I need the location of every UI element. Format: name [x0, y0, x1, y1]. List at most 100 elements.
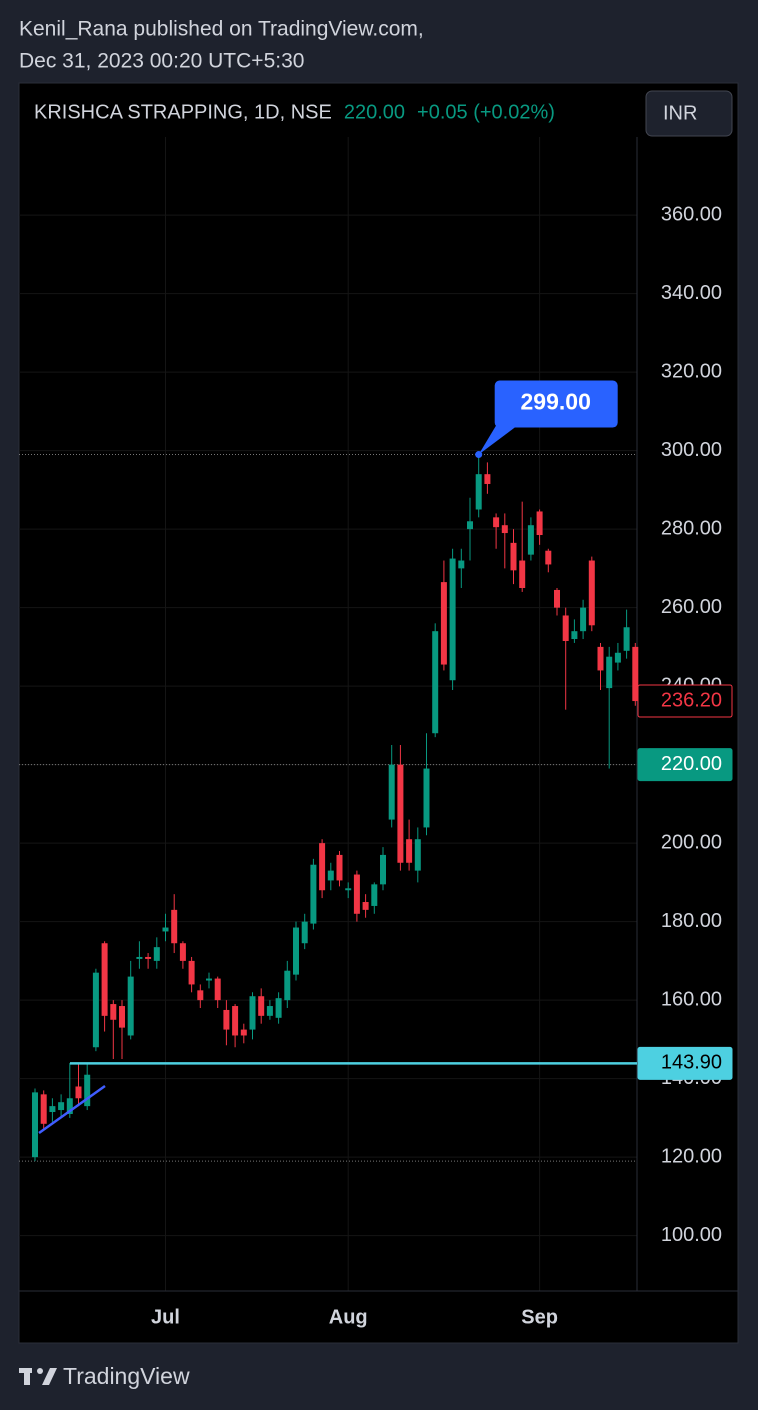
candle-body: [327, 870, 334, 881]
currency[interactable]: INR: [663, 102, 697, 124]
candle-body: [536, 511, 543, 536]
grid: [19, 137, 637, 1291]
currency-button[interactable]: [645, 90, 733, 137]
candle-body: [554, 589, 560, 608]
candle-body: [597, 646, 604, 671]
candle-body: [214, 978, 221, 1001]
candle-body: [580, 607, 587, 632]
candle-body: [240, 1029, 247, 1036]
candle-body: [345, 888, 352, 891]
plot: 299.00: [19, 380, 639, 1162]
chart-panel: [18, 82, 739, 1344]
y-tick-label: 340.00: [661, 282, 722, 304]
candle-body: [75, 1086, 82, 1099]
candle-body: [571, 631, 578, 640]
candle-body: [388, 764, 395, 820]
candle-body: [119, 1006, 125, 1028]
candle-body: [58, 1102, 65, 1111]
trend-line: [38, 1084, 106, 1135]
candle-body: [127, 976, 134, 1036]
candle-body: [458, 560, 465, 569]
candle-body: [266, 1006, 273, 1016]
candle-body: [66, 1098, 73, 1114]
footer-brand: TradingView: [63, 1363, 190, 1389]
candle-body: [371, 884, 378, 906]
candle-body: [84, 1074, 91, 1107]
horizontal-line-box: [637, 1046, 733, 1080]
candle-body: [493, 517, 500, 528]
candle-body: [223, 1009, 230, 1030]
candle-body: [467, 521, 473, 530]
candle-body: [632, 646, 639, 702]
header-change: +0.05 (+0.02%): [417, 101, 555, 123]
candle-body: [501, 525, 508, 534]
candle-body: [440, 582, 447, 665]
candle-body: [171, 909, 178, 944]
candle-body: [614, 652, 621, 663]
callout-pointer: [478, 424, 519, 455]
candle-body: [414, 839, 421, 871]
candle-body: [319, 843, 326, 891]
header-price: 220.00: [344, 101, 405, 123]
candle-body: [145, 956, 152, 959]
y-tick-label: 200.00: [661, 831, 722, 853]
candle-body: [275, 998, 282, 1018]
candle-body: [162, 927, 169, 932]
candle-body: [362, 902, 369, 910]
candle-body: [336, 854, 343, 881]
candle-body: [562, 615, 569, 641]
y-tick-label: 320.00: [661, 360, 722, 382]
candle-body: [92, 972, 99, 1048]
candle-body: [32, 1092, 38, 1158]
price-line-box: [637, 748, 733, 782]
candle-body: [49, 1106, 56, 1113]
candle-body: [232, 1006, 239, 1036]
candle-body: [606, 656, 613, 689]
candle-body: [432, 631, 439, 734]
candle-body: [40, 1094, 47, 1124]
candle-body: [527, 525, 534, 555]
publish-date: Dec 31, 2023 00:20 UTC+5:30: [19, 50, 304, 73]
candle-body: [258, 996, 265, 1016]
candle-body: [293, 927, 299, 975]
candle-body: [380, 854, 386, 885]
y-tick-label: 300.00: [661, 439, 722, 461]
y-tick-label: 180.00: [661, 910, 722, 932]
candle-body: [179, 943, 186, 961]
candle-body: [110, 1004, 117, 1020]
candle-body: [449, 558, 456, 681]
candle-body: [545, 550, 552, 565]
high-marker: [475, 451, 483, 459]
candle-body: [510, 542, 517, 571]
candle-body: [423, 768, 430, 828]
candle-body: [353, 874, 360, 914]
candle-body: [484, 474, 491, 484]
candle-body: [249, 996, 256, 1030]
last-close-label: 236.20: [661, 689, 722, 711]
candle-body: [519, 560, 526, 589]
last-close-box: [637, 684, 733, 718]
candle-body: [310, 864, 317, 924]
y-tick-label: 260.00: [661, 596, 722, 618]
candle-body: [475, 474, 482, 510]
y-tick-label: 100.00: [661, 1224, 722, 1246]
candle-body: [197, 990, 204, 1001]
candle-body: [397, 764, 404, 863]
callout-box: [494, 380, 618, 428]
price-labels: 236.20 220.00 143.90: [637, 684, 733, 1080]
price-line-label: 220.00: [661, 753, 722, 775]
y-tick-label: 280.00: [661, 517, 722, 539]
candle-body: [188, 960, 195, 985]
x-tick-label: Aug: [329, 1306, 368, 1328]
tv-logo: [19, 1368, 57, 1385]
candle-body: [588, 560, 595, 626]
candle-body: [136, 956, 143, 959]
x-tick-label: Jul: [151, 1306, 180, 1328]
candle-body: [206, 978, 212, 981]
y-tick-label: 120.00: [661, 1145, 722, 1167]
horizontal-line-label: 143.90: [661, 1052, 722, 1074]
candle-body: [153, 947, 160, 961]
y-tick-label: 160.00: [661, 988, 722, 1010]
